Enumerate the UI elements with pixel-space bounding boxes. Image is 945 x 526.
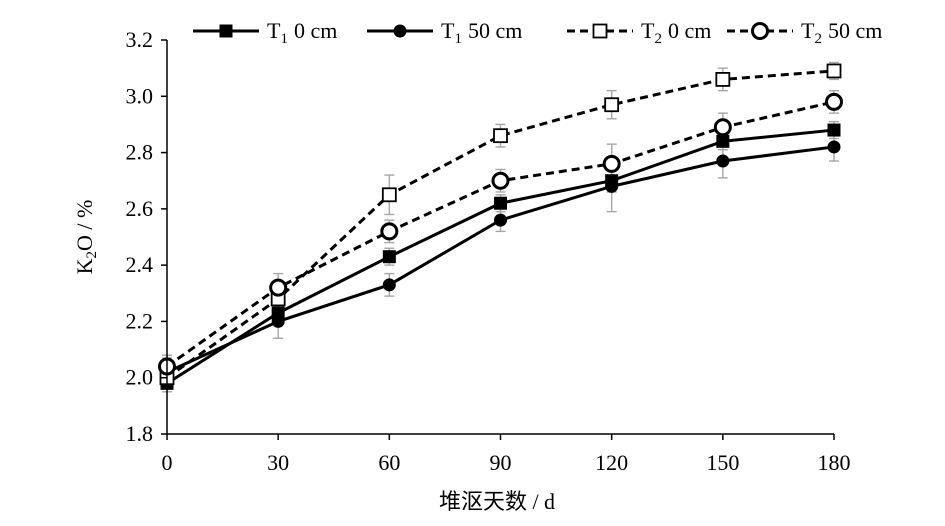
data-point bbox=[494, 196, 507, 210]
x-ticks: 0 30 60 90 120 150 180 bbox=[162, 434, 851, 475]
legend-marker bbox=[751, 22, 769, 40]
legend-label-sub: 2 bbox=[814, 31, 822, 47]
data-point bbox=[827, 123, 841, 137]
x-tick-label: 60 bbox=[378, 450, 400, 475]
y-tick-label: 3.2 bbox=[126, 27, 154, 52]
y-ticks: 1.8 2.0 2.2 2.4 2.6 2.8 3.0 3.2 bbox=[126, 27, 167, 446]
legend-label-rest: 0 cm bbox=[294, 18, 337, 43]
legend-label: T2 0 cm bbox=[641, 18, 711, 47]
x-tick-label: 180 bbox=[818, 450, 851, 475]
legend-label-main: T bbox=[267, 18, 281, 43]
data-point bbox=[825, 92, 843, 111]
y-axis-title-sub: 2 bbox=[84, 251, 100, 259]
legend-label-rest: 0 cm bbox=[668, 18, 711, 43]
data-point bbox=[716, 134, 730, 148]
x-tick-label: 0 bbox=[162, 450, 173, 475]
y-tick-label: 3.0 bbox=[126, 83, 154, 108]
data-point bbox=[827, 140, 841, 154]
legend-marker bbox=[393, 24, 407, 38]
x-tick-label: 150 bbox=[706, 450, 739, 475]
legend-label: T1 50 cm bbox=[441, 18, 522, 47]
data-point bbox=[605, 179, 619, 193]
data-point bbox=[493, 128, 508, 144]
legend-label-rest: 50 cm bbox=[468, 18, 522, 43]
data-point bbox=[602, 154, 621, 173]
legend-label-main: T bbox=[801, 18, 815, 43]
data-point bbox=[382, 250, 396, 264]
axes bbox=[166, 40, 834, 435]
y-tick-label: 2.2 bbox=[126, 308, 154, 333]
data-point bbox=[604, 97, 620, 113]
y-tick-label: 2.0 bbox=[126, 365, 154, 390]
legend-marker bbox=[592, 23, 608, 39]
y-axis-title-main: K bbox=[72, 258, 97, 274]
x-tick-label: 120 bbox=[595, 450, 628, 475]
legend: T1 0 cm T1 50 cm T2 0 cm T2 50 cm bbox=[193, 18, 882, 47]
legend-label-main: T bbox=[441, 18, 455, 43]
legend-label-main: T bbox=[641, 18, 655, 43]
data-point bbox=[269, 278, 288, 297]
y-tick-label: 1.8 bbox=[126, 421, 154, 446]
legend-label-sub: 1 bbox=[454, 31, 462, 47]
x-tick-label: 90 bbox=[490, 450, 512, 475]
data-point bbox=[382, 278, 396, 292]
legend-label: T1 0 cm bbox=[267, 18, 337, 47]
data-point bbox=[494, 213, 507, 227]
data-point bbox=[381, 187, 397, 203]
x-axis-title: 堆沤天数 / d bbox=[439, 489, 555, 514]
data-point bbox=[826, 63, 842, 79]
legend-label-sub: 2 bbox=[654, 31, 662, 47]
legend-marker bbox=[219, 24, 233, 38]
y-tick-label: 2.4 bbox=[126, 252, 154, 277]
error-bars bbox=[162, 61, 839, 393]
legend-label-rest: 50 cm bbox=[828, 18, 882, 43]
y-axis-title: K2O / % bbox=[72, 200, 100, 275]
y-tick-label: 2.6 bbox=[126, 196, 154, 221]
data-point bbox=[713, 118, 732, 137]
data-point bbox=[715, 72, 731, 87]
y-axis-title-rest: O / % bbox=[72, 200, 97, 251]
data-point bbox=[271, 314, 285, 328]
data-point bbox=[716, 154, 730, 168]
data-point bbox=[491, 171, 510, 190]
x-tick-label: 30 bbox=[267, 450, 289, 475]
series-line-1 bbox=[166, 128, 835, 385]
y-tick-label: 2.8 bbox=[126, 140, 154, 165]
legend-label: T2 50 cm bbox=[801, 18, 882, 47]
data-point bbox=[380, 222, 399, 241]
legend-label-sub: 1 bbox=[280, 31, 288, 47]
